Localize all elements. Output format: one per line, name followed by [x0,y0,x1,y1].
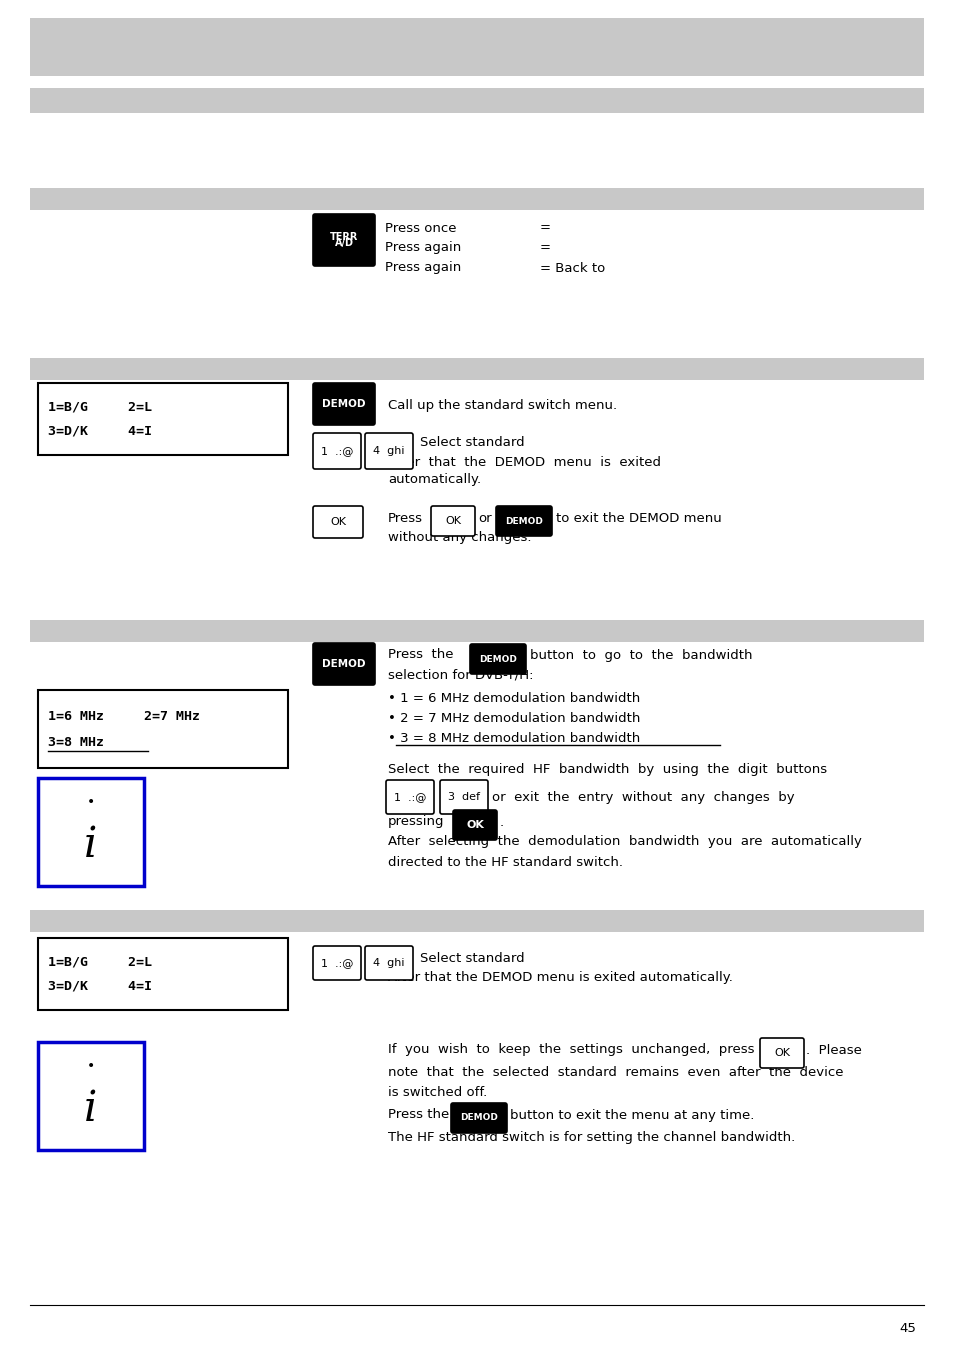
Text: is switched off.: is switched off. [388,1085,487,1098]
FancyBboxPatch shape [386,780,434,815]
Bar [38,938,288,1011]
Text: directed to the HF standard switch.: directed to the HF standard switch. [388,855,622,869]
Text: =: = [539,242,551,254]
Text: 4  ghi: 4 ghi [373,446,404,457]
Text: TERR: TERR [330,232,357,242]
Text: 3=D/K     4=I: 3=D/K 4=I [48,979,152,993]
Text: 1=6 MHz     2=7 MHz: 1=6 MHz 2=7 MHz [48,709,200,723]
FancyBboxPatch shape [313,946,360,979]
Text: Press the: Press the [388,1109,449,1121]
Text: DEMOD: DEMOD [504,516,542,526]
Text: DEMOD: DEMOD [459,1113,497,1123]
Text: OK: OK [330,517,346,527]
Text: .  Please: . Please [805,1043,861,1056]
Text: 3=8 MHz: 3=8 MHz [48,735,104,748]
Text: After  selecting  the  demodulation  bandwidth  you  are  automatically: After selecting the demodulation bandwid… [388,835,861,848]
Text: 3=D/K     4=I: 3=D/K 4=I [48,424,152,438]
Text: pressing: pressing [388,816,444,828]
Text: If  you  wish  to  keep  the  settings  unchanged,  press: If you wish to keep the settings unchang… [388,1043,754,1056]
Text: to exit the DEMOD menu: to exit the DEMOD menu [556,512,721,524]
FancyBboxPatch shape [313,434,360,469]
Text: 4  ghi: 4 ghi [373,958,404,969]
Text: The HF standard switch is for setting the channel bandwidth.: The HF standard switch is for setting th… [388,1131,795,1143]
Text: or  exit  the  entry  without  any  changes  by: or exit the entry without any changes by [492,790,794,804]
FancyBboxPatch shape [496,507,552,536]
Text: Press again: Press again [385,262,460,274]
Text: • 3 = 8 MHz demodulation bandwidth: • 3 = 8 MHz demodulation bandwidth [388,731,639,744]
Text: = Back to: = Back to [539,262,604,274]
Bar [38,382,288,455]
Text: OK: OK [466,820,483,830]
Text: DEMOD: DEMOD [478,654,517,663]
Text: without any changes.: without any changes. [388,531,531,544]
Text: Press once: Press once [385,222,456,235]
FancyBboxPatch shape [365,946,413,979]
Text: selection for DVB-T/H:: selection for DVB-T/H: [388,669,533,681]
Text: i: i [84,824,97,866]
Bar [30,620,923,642]
Text: automatically.: automatically. [388,473,480,486]
FancyBboxPatch shape [313,382,375,426]
FancyBboxPatch shape [313,507,363,538]
Text: 1  .:@: 1 .:@ [320,446,353,457]
Text: Select standard: Select standard [419,436,524,450]
Text: Select standard: Select standard [419,951,524,965]
FancyBboxPatch shape [365,434,413,469]
Text: .: . [499,816,503,828]
Text: 1=B/G     2=L: 1=B/G 2=L [48,955,152,969]
Bar [30,88,923,113]
FancyBboxPatch shape [439,780,488,815]
FancyBboxPatch shape [451,1102,506,1133]
FancyBboxPatch shape [431,507,475,536]
Text: OK: OK [444,516,460,526]
Text: Call up the standard switch menu.: Call up the standard switch menu. [388,399,617,412]
Text: After  that  the  DEMOD  menu  is  exited: After that the DEMOD menu is exited [388,455,660,469]
Text: A/D: A/D [335,238,354,247]
FancyBboxPatch shape [313,643,375,685]
Text: note  that  the  selected  standard  remains  even  after  the  device: note that the selected standard remains … [388,1066,842,1078]
Text: 45: 45 [898,1321,915,1335]
Text: DEMOD: DEMOD [322,399,365,409]
Bar [30,911,923,932]
Text: Press: Press [388,512,422,524]
Text: DEMOD: DEMOD [322,659,365,669]
Text: 1  .:@: 1 .:@ [320,958,353,969]
Text: =: = [539,222,551,235]
Text: • 2 = 7 MHz demodulation bandwidth: • 2 = 7 MHz demodulation bandwidth [388,712,639,724]
FancyBboxPatch shape [470,644,525,674]
Text: 1  .:@: 1 .:@ [394,792,426,802]
Text: Press  the: Press the [388,648,453,662]
Text: 3  def: 3 def [448,792,479,802]
Text: •: • [87,1059,95,1073]
Text: Select  the  required  HF  bandwidth  by  using  the  digit  buttons: Select the required HF bandwidth by usin… [388,763,826,777]
Text: 1=B/G     2=L: 1=B/G 2=L [48,400,152,413]
Bar [30,358,923,380]
FancyBboxPatch shape [760,1038,803,1069]
Bar [30,188,923,209]
Text: OK: OK [773,1048,789,1058]
Bar [38,1042,144,1150]
Text: After that the DEMOD menu is exited automatically.: After that the DEMOD menu is exited auto… [388,971,732,985]
Bar [30,18,923,76]
Text: or: or [477,512,491,524]
Text: button  to  go  to  the  bandwidth: button to go to the bandwidth [530,648,752,662]
FancyBboxPatch shape [453,811,497,840]
Text: button to exit the menu at any time.: button to exit the menu at any time. [510,1109,754,1121]
Text: • 1 = 6 MHz demodulation bandwidth: • 1 = 6 MHz demodulation bandwidth [388,692,639,704]
Bar [38,778,144,886]
Text: •: • [87,794,95,809]
Bar [38,690,288,767]
Text: i: i [84,1088,97,1129]
Text: Press again: Press again [385,242,460,254]
FancyBboxPatch shape [313,213,375,266]
